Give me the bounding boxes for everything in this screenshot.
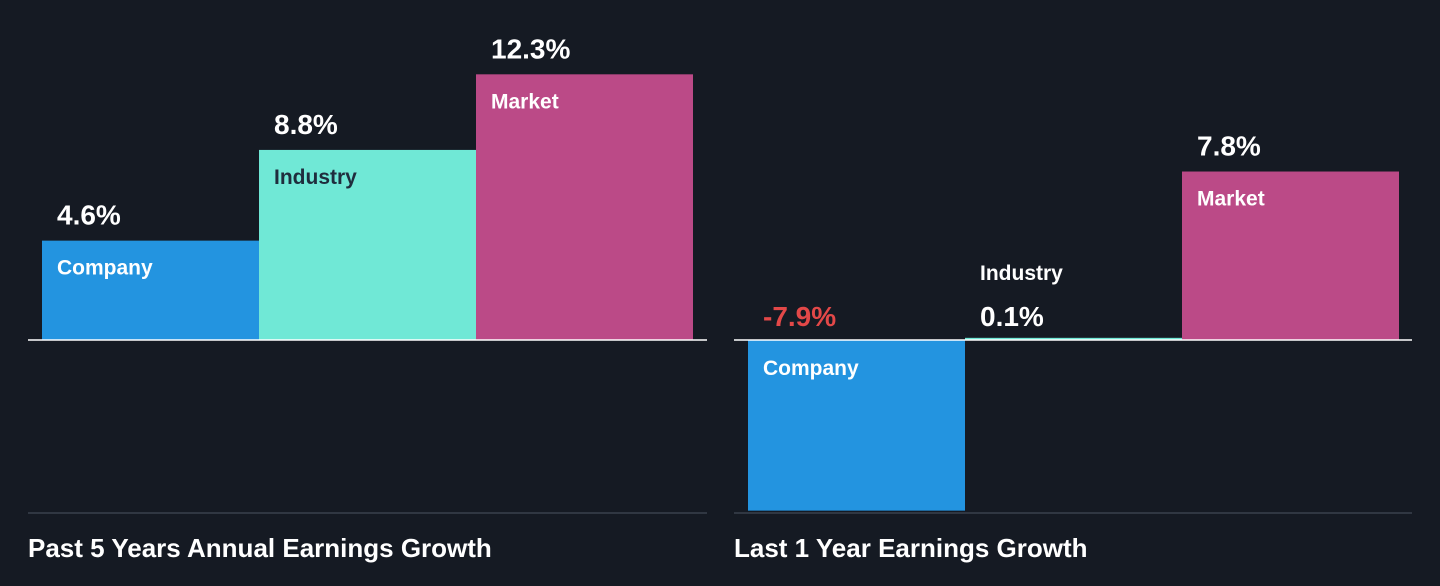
bar-industry-1	[259, 149, 476, 340]
chart-title-past-5-years: Past 5 Years Annual Earnings Growth	[28, 533, 492, 563]
bar-industry-2	[965, 337, 1182, 340]
value-label-company-2: -7.9%	[763, 301, 836, 332]
bar-company-1	[42, 240, 259, 340]
bar-label-company-2: Company	[763, 357, 859, 380]
value-label-market-2: 7.8%	[1197, 131, 1261, 162]
value-label-company-1: 4.6%	[57, 200, 121, 231]
bar-label-industry-2: Industry	[980, 262, 1063, 285]
value-label-industry-1: 8.8%	[274, 109, 338, 140]
chart-panel-2: Company -7.9% Industry 0.1% Market 7.8%	[734, 131, 1412, 514]
bar-market-1	[476, 74, 693, 340]
bar-label-market-1: Market	[491, 90, 559, 113]
bar-market-2	[1182, 171, 1399, 340]
bar-company-2	[748, 340, 965, 511]
chart-panel-1: Company 4.6% Industry 8.8% Market 12.3%	[28, 33, 707, 514]
chart-title-last-1-year: Last 1 Year Earnings Growth	[734, 533, 1088, 563]
bar-label-industry-1: Industry	[274, 166, 357, 189]
value-label-market-1: 12.3%	[491, 33, 570, 64]
bar-label-market-2: Market	[1197, 188, 1265, 211]
bar-label-company-1: Company	[57, 257, 153, 280]
value-label-industry-2: 0.1%	[980, 301, 1044, 332]
